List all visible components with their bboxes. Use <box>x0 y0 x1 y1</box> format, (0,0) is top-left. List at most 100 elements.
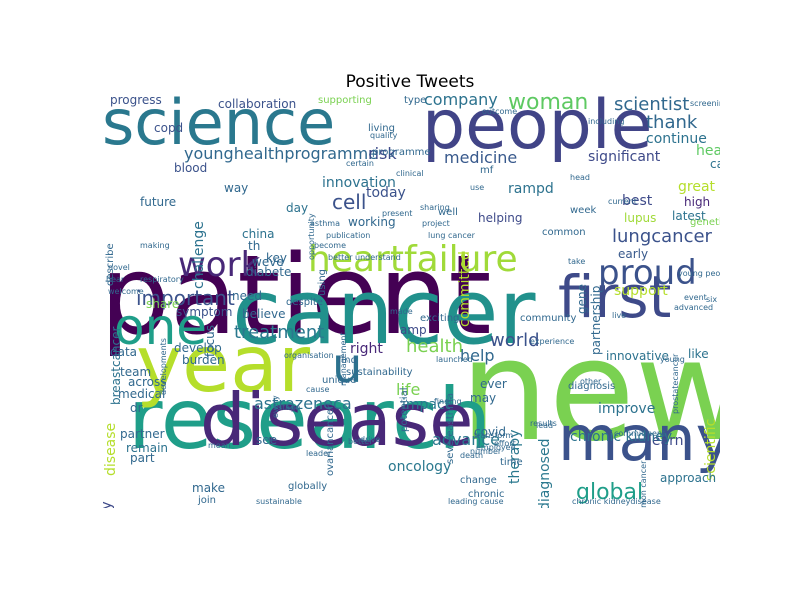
word-remain-61: remain <box>126 441 169 455</box>
word-right-40: right <box>350 341 383 357</box>
word-drive-131: drive <box>360 435 381 444</box>
word-medicine-24: medicine <box>444 148 518 167</box>
word-across-86: across <box>128 375 167 389</box>
word-collaboration-66: collaboration <box>218 97 297 111</box>
word-globally-105: globally <box>288 481 328 492</box>
word-better-understand-134: better understand <box>328 253 401 262</box>
word-way-73: way <box>224 181 249 195</box>
word-dr-85: dr <box>130 401 143 415</box>
word-chronic-kidneydisease-168: chronic kidneydisease <box>572 497 661 506</box>
word-day-74: day <box>286 201 309 215</box>
word-high-33: high <box>684 195 711 209</box>
word-stage-132: stage <box>278 403 301 412</box>
word-copd-67: copd <box>154 121 184 135</box>
word-current-124: current <box>608 197 637 206</box>
figure-title: Positive Tweets <box>345 72 475 92</box>
word-despite-112: despite <box>286 297 323 308</box>
word-commitment-126: commitment <box>614 429 666 438</box>
word-made-182: made <box>390 307 413 316</box>
word-improve-50: improve <box>598 401 656 417</box>
word-sustainability-103: sustainability <box>346 367 413 378</box>
word-care-21: care <box>710 157 720 171</box>
word-diagnosed-96: diagnosed <box>537 438 553 508</box>
word-lead-128: lead <box>536 421 554 430</box>
word-join-109: join <box>198 495 217 506</box>
word-effort-127: effort <box>494 439 516 448</box>
word-weve-78: weve <box>252 255 284 269</box>
word-people-5: people <box>422 92 653 165</box>
word-partner-60: partner <box>120 427 165 441</box>
word-medical-84: medical <box>118 387 166 401</box>
word-woman-15: woman <box>508 92 589 115</box>
word-one-10: one <box>114 298 208 356</box>
word-health-38: health <box>406 336 463 357</box>
word-clinical-150: clinical <box>396 169 424 178</box>
word-new-2: new <box>460 310 720 473</box>
word-become-177: become <box>314 241 347 250</box>
word-diagnosis-100: diagnosis <box>568 381 616 392</box>
word-cancer-1: cancer <box>232 260 536 365</box>
word-opportunity-179: opportunity <box>307 213 316 261</box>
word-describe-160: describe <box>105 243 116 286</box>
word-astrazeneca-46: astrazeneca <box>254 394 352 413</box>
word-unique-110: unique <box>322 375 357 386</box>
word-severeasthma-167: severeasthma <box>445 393 456 464</box>
word-focus-92: focus <box>203 324 217 357</box>
word-world-42: world <box>490 330 540 351</box>
word-death-163: death <box>460 451 484 460</box>
word-help-41: help <box>460 346 495 365</box>
word-welcome-145: welcome <box>108 287 144 296</box>
word-blood-68: blood <box>174 161 208 175</box>
word-outcome-152: outcome <box>482 107 518 116</box>
word-common-122: common <box>542 227 586 238</box>
word-exciting-101: exciting <box>420 313 460 324</box>
word-young-174: young <box>660 355 685 364</box>
word-best-30: best <box>622 193 653 209</box>
word-approach-57: approach <box>660 471 717 485</box>
word-significant-25: significant <box>588 149 661 165</box>
word-take-154: take <box>568 257 586 266</box>
word-common-cancer-172: common cancer <box>639 460 648 508</box>
word-ovariancancer-113: ovariancancer <box>325 404 336 476</box>
word-advance-48: advance <box>432 430 501 449</box>
word-science-4: science <box>102 92 336 159</box>
word-year-6: year <box>136 320 311 410</box>
word-management-140: management <box>339 332 348 386</box>
word-amp-82: amp <box>400 323 427 337</box>
word-diabete-90: diabete <box>246 265 292 279</box>
word-share-161: share <box>146 297 180 311</box>
word-mean-141: mean <box>208 441 231 450</box>
word-see-62: see <box>256 433 278 447</box>
word-quality-118: quality <box>370 131 398 140</box>
word-lungcancer-36: lungcancer <box>612 226 712 247</box>
word-lupus-31: lupus <box>624 211 657 225</box>
word-hear-143: hear <box>106 275 125 284</box>
word-disease-64: disease <box>103 422 119 476</box>
word-better-129: better <box>348 437 373 446</box>
word-time-107: time <box>500 457 523 468</box>
word-progress-65: progress <box>110 93 162 107</box>
word-great-32: great <box>678 179 716 195</box>
word-results-162: results <box>530 419 557 428</box>
word-rampd-29: rampd <box>508 181 554 197</box>
word-making-146: making <box>140 241 170 250</box>
word-publication-147: publication <box>326 231 371 240</box>
word-leader-130: leader <box>306 449 332 458</box>
word-living-115: living <box>368 123 395 134</box>
word-leading-cause-169: leading cause <box>448 497 504 506</box>
word-latest-34: latest <box>672 209 706 223</box>
word-developments-159: developments <box>159 337 168 395</box>
word-important-37: important <box>136 286 235 310</box>
word-head-173: head <box>570 173 590 182</box>
word-cloud: patient cancer new research science people yea… <box>100 92 720 508</box>
word-project-136: project <box>422 219 450 228</box>
word-week-121: week <box>570 205 597 216</box>
word-six-125: six <box>706 295 718 304</box>
word-innovation-27: innovation <box>322 175 396 191</box>
word-innovative-44: innovative <box>606 349 669 363</box>
word-screening-133: screening <box>690 99 720 108</box>
word-treatment-39: treatment <box>234 322 325 343</box>
word-believe-91: believe <box>242 307 286 321</box>
word-team-87: team <box>120 365 152 379</box>
word-impact-49: impact <box>402 397 451 413</box>
